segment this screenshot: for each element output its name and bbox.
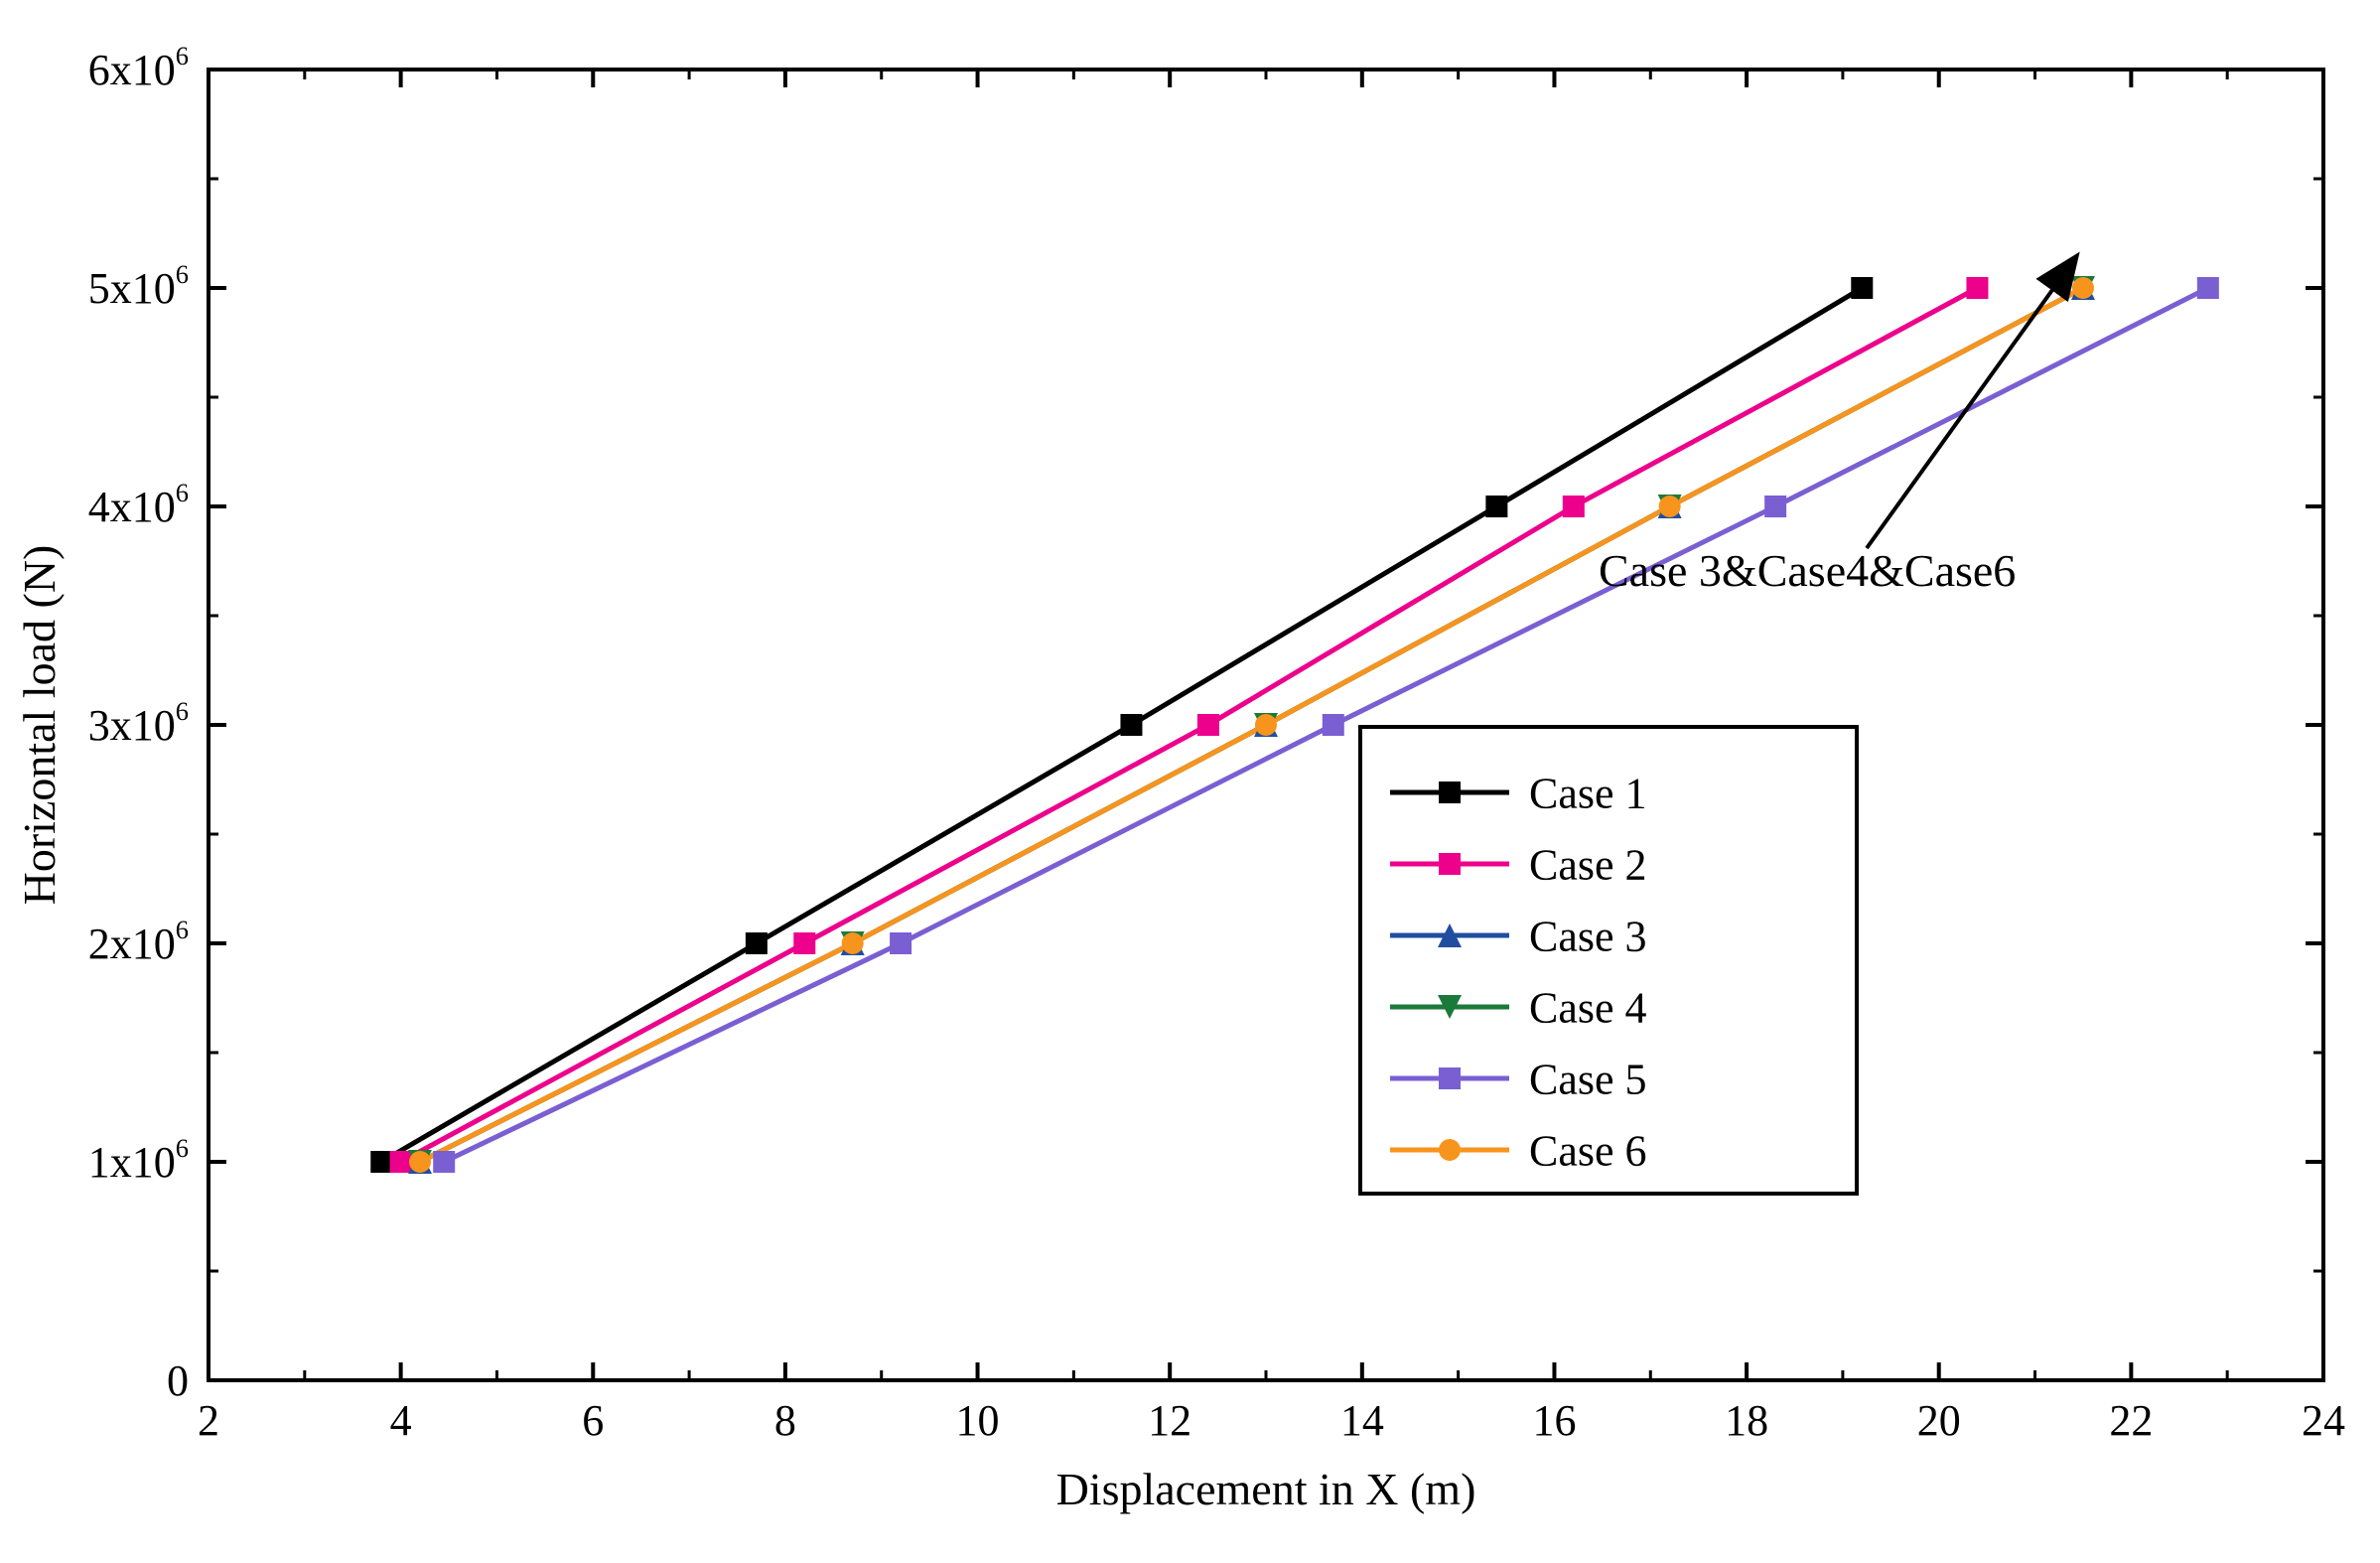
x-tick-label: 6: [582, 1396, 604, 1445]
x-tick-label: 22: [2109, 1396, 2153, 1445]
y-tick-label: 4x106: [88, 478, 189, 531]
y-tick-label: 2x106: [88, 915, 189, 968]
y-tick-label: 0: [167, 1356, 189, 1405]
line-chart: 24681012141618202224Displacement in X (m…: [0, 0, 2380, 1563]
x-tick-label: 4: [390, 1396, 412, 1445]
y-tick-label: 6x106: [88, 41, 189, 94]
annotation-text: Case 3&Case4&Case6: [1599, 545, 2016, 596]
x-tick-label: 16: [1532, 1396, 1576, 1445]
x-axis-label: Displacement in X (m): [1056, 1464, 1476, 1514]
x-tick-label: 18: [1725, 1396, 1768, 1445]
x-tick-label: 14: [1340, 1396, 1384, 1445]
x-tick-label: 10: [956, 1396, 1000, 1445]
annotation-arrow: [1867, 258, 2075, 548]
x-tick-label: 20: [1917, 1396, 1961, 1445]
legend-label: Case 2: [1529, 840, 1647, 889]
y-tick-label: 5x106: [88, 259, 189, 313]
x-tick-label: 2: [198, 1396, 219, 1445]
legend-label: Case 3: [1529, 912, 1647, 960]
x-tick-label: 8: [774, 1396, 796, 1445]
legend-label: Case 5: [1529, 1055, 1647, 1103]
y-tick-label: 3x106: [88, 696, 189, 750]
legend-label: Case 4: [1529, 983, 1647, 1032]
legend-label: Case 6: [1529, 1126, 1647, 1175]
y-axis-label: Horizontal load (N): [14, 545, 65, 906]
y-tick-label: 1x106: [88, 1133, 189, 1187]
legend-label: Case 1: [1529, 769, 1647, 817]
x-tick-label: 12: [1148, 1396, 1191, 1445]
x-tick-label: 24: [2302, 1396, 2345, 1445]
